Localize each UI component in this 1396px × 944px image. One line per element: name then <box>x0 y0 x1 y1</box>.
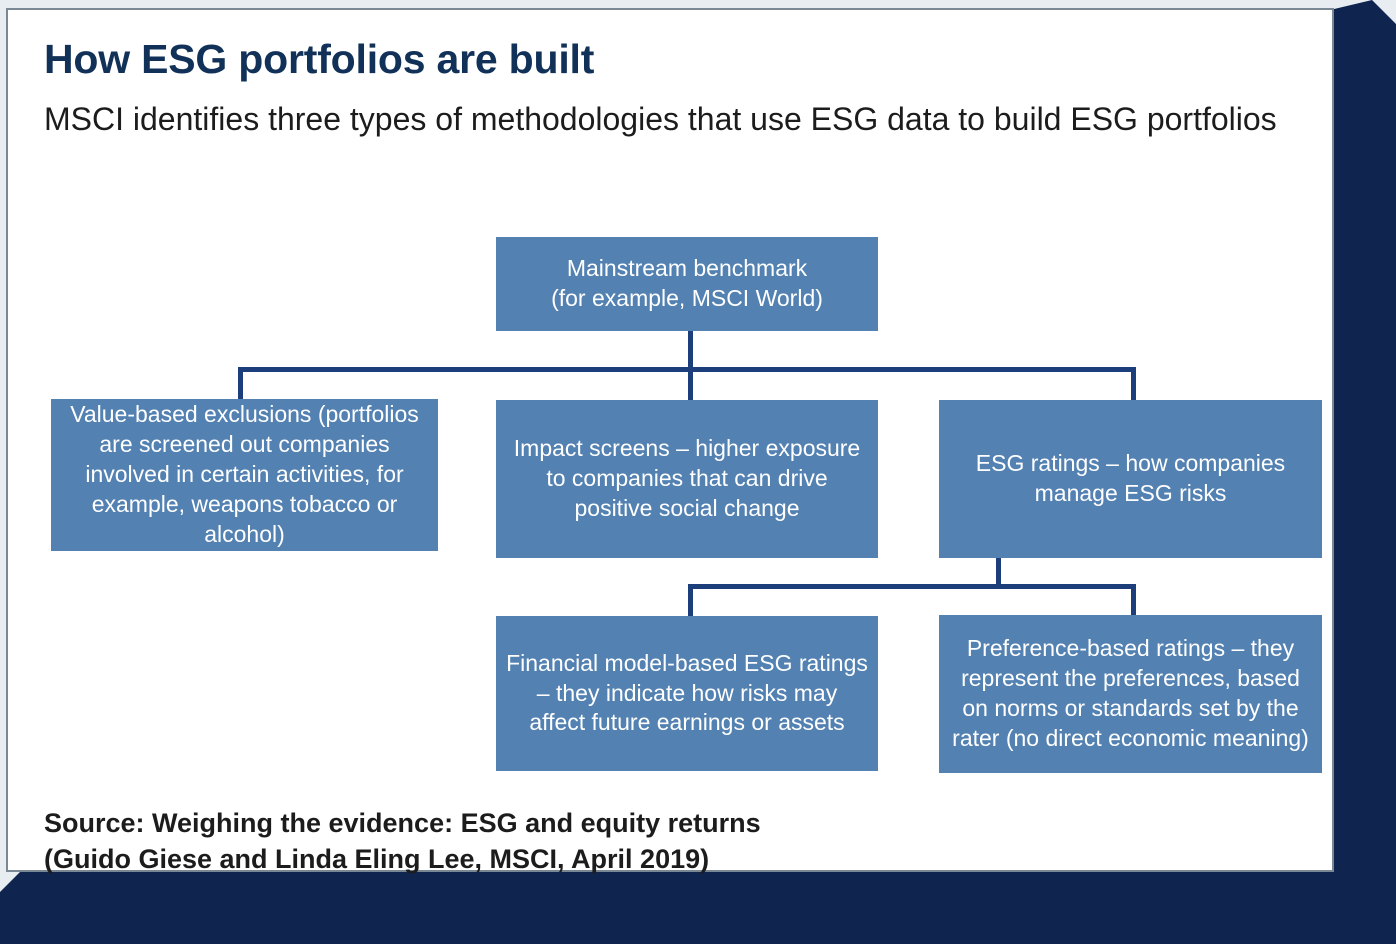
connector-to-preference <box>1131 584 1136 617</box>
esg-methodology-flowchart: Mainstream benchmark (for example, MSCI … <box>8 10 1336 874</box>
page-title: How ESG portfolios are built <box>44 36 595 82</box>
connector-to-ratings <box>1131 367 1136 402</box>
node-impact-screens: Impact screens – higher exposure to comp… <box>496 400 878 558</box>
connector-level1-bar <box>238 367 1136 372</box>
source-note: Source: Weighing the evidence: ESG and e… <box>44 808 761 874</box>
connector-ratings-stem <box>996 558 1001 589</box>
node-esg-ratings: ESG ratings – how companies manage ESG r… <box>939 400 1322 558</box>
node-financial-model-ratings: Financial model-based ESG ratings – they… <box>496 616 878 771</box>
node-mainstream-benchmark: Mainstream benchmark (for example, MSCI … <box>496 237 878 331</box>
connector-to-impact <box>688 367 693 402</box>
connector-level2-bar <box>688 584 1136 589</box>
page-subtitle: MSCI identifies three types of methodolo… <box>44 101 1277 137</box>
figure-card: How ESG portfolios are built MSCI identi… <box>6 8 1336 874</box>
connector-to-exclusions <box>238 367 243 401</box>
node-value-based-exclusions: Value-based exclusions (portfolios are s… <box>51 399 438 551</box>
connector-root-stem <box>688 331 693 371</box>
navy-accent-band-bottom <box>0 858 1396 944</box>
node-preference-based-ratings: Preference-based ratings – they represen… <box>939 615 1322 773</box>
connector-to-financial <box>688 584 693 618</box>
navy-accent-band-right <box>1330 0 1396 944</box>
